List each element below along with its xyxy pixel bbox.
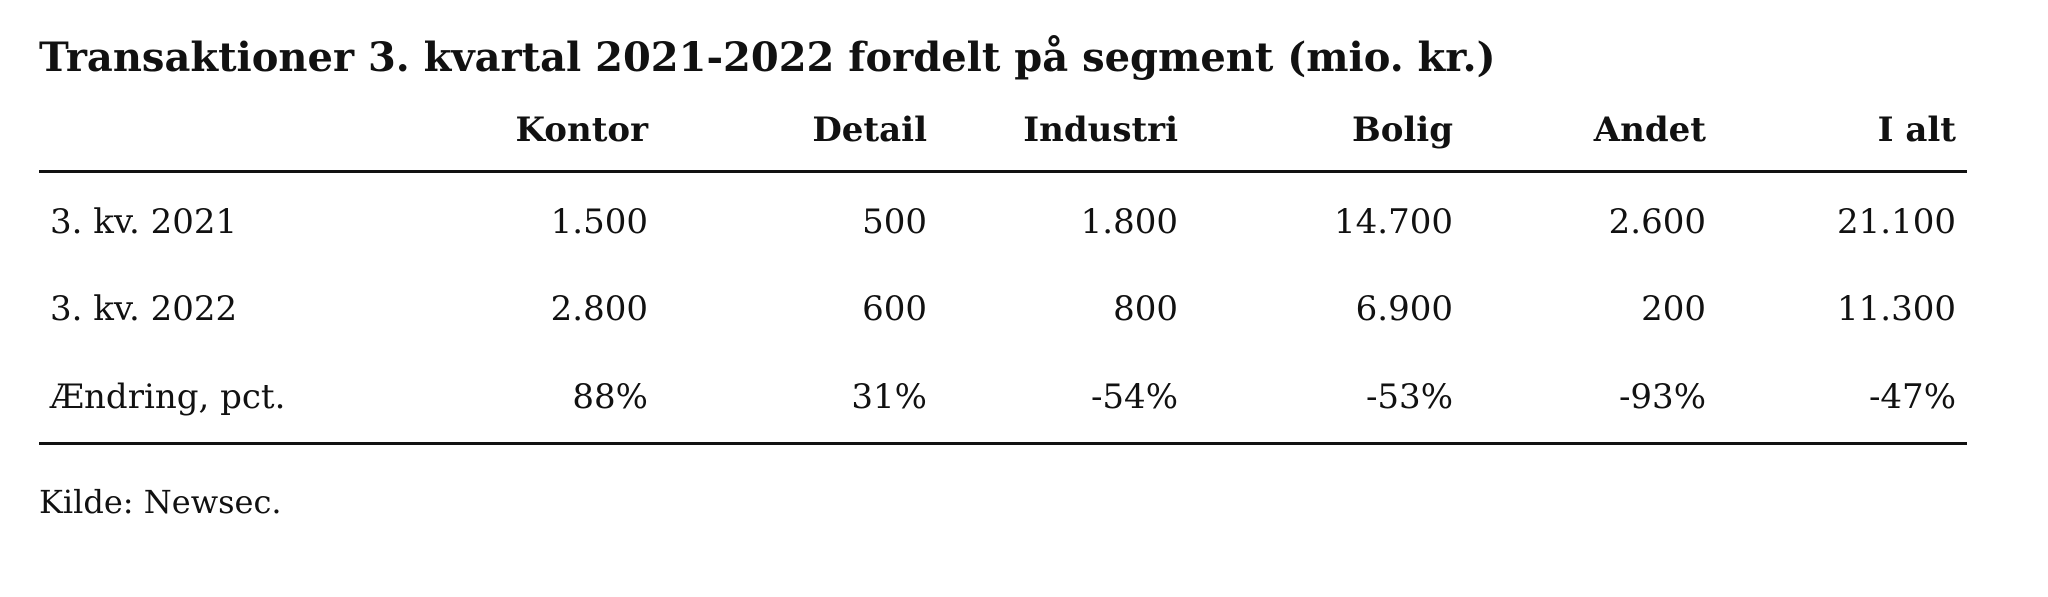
header-rule bbox=[39, 170, 1967, 173]
column-header: Industri bbox=[1023, 110, 1178, 150]
table-cell: 2.800 bbox=[550, 289, 648, 329]
table-cell: -54% bbox=[1090, 377, 1178, 417]
row-label: Ændring, pct. bbox=[50, 377, 286, 417]
table-cell: 500 bbox=[862, 202, 927, 242]
column-header: Andet bbox=[1593, 110, 1706, 150]
column-header: Bolig bbox=[1351, 110, 1453, 150]
table-title: Transaktioner 3. kvartal 2021-2022 forde… bbox=[39, 34, 1496, 81]
table-cell: 31% bbox=[851, 377, 927, 417]
row-label: 3. kv. 2021 bbox=[50, 202, 238, 242]
table-cell: -47% bbox=[1868, 377, 1956, 417]
table-cell: 14.700 bbox=[1334, 202, 1453, 242]
table-cell: -53% bbox=[1365, 377, 1453, 417]
table-cell: 200 bbox=[1641, 289, 1706, 329]
table-cell: 800 bbox=[1113, 289, 1178, 329]
column-header: Kontor bbox=[515, 110, 649, 150]
table-cell: 21.100 bbox=[1837, 202, 1956, 242]
source-note: Kilde: Newsec. bbox=[39, 483, 282, 521]
table-cell: 2.600 bbox=[1608, 202, 1706, 242]
table-cell: 11.300 bbox=[1837, 289, 1956, 329]
table-cell: 88% bbox=[572, 377, 648, 417]
column-header: Detail bbox=[812, 110, 927, 150]
table-cell: -93% bbox=[1618, 377, 1706, 417]
column-header: I alt bbox=[1877, 110, 1956, 150]
table-cell: 1.800 bbox=[1080, 202, 1178, 242]
table-cell: 6.900 bbox=[1355, 289, 1453, 329]
table-cell: 1.500 bbox=[550, 202, 648, 242]
bottom-rule bbox=[39, 442, 1967, 445]
row-label: 3. kv. 2022 bbox=[50, 289, 238, 329]
table-cell: 600 bbox=[862, 289, 927, 329]
